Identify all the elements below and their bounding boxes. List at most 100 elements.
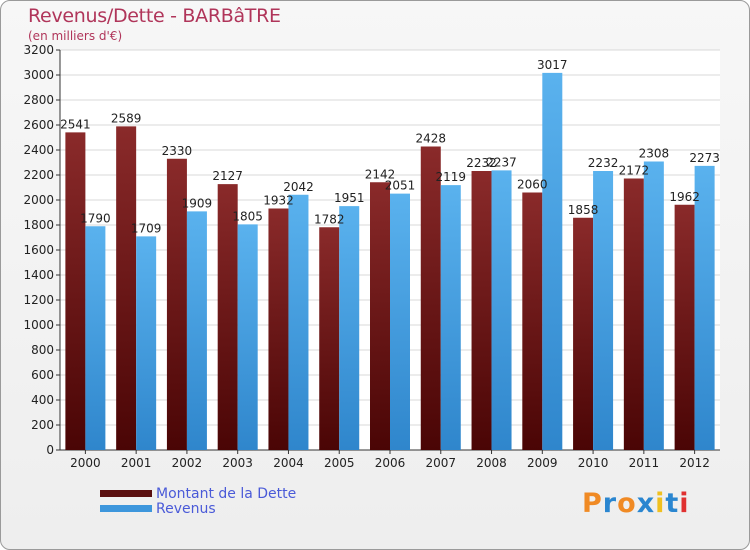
bar-revenue-label: 2308 [639,147,670,161]
x-tick-label: 2004 [273,456,304,470]
y-tick-label: 2600 [23,118,54,132]
legend-item-revenue: Revenus [100,500,296,517]
bar-debt [116,126,137,450]
x-tick-label: 2003 [222,456,253,470]
bar-debt [623,178,644,450]
bar-debt-label: 2541 [60,117,91,131]
bar-debt-label: 2172 [619,164,650,178]
bar-revenue-label: 1709 [131,221,162,235]
x-tick-label: 2010 [578,456,609,470]
bar-debt-label: 2428 [415,132,446,146]
y-tick-label: 1800 [23,218,54,232]
bar-debt [370,182,390,450]
x-tick-label: 2006 [375,456,406,470]
bar-debt [522,192,543,450]
y-tick-label: 2200 [23,168,54,182]
y-tick-label: 2800 [23,93,54,107]
bar-revenue [390,193,410,450]
x-tick-label: 2005 [324,456,355,470]
chart-subtitle: (en milliers d'€) [28,29,123,43]
bar-revenue-label: 2119 [435,170,466,184]
logo-letter: P [582,488,603,519]
bar-debt-label: 1932 [263,194,294,208]
bar-debt-label: 2232 [466,156,497,170]
x-tick-label: 2007 [425,456,456,470]
bar-revenue-label: 1790 [80,211,111,225]
logo-letter: x [636,488,656,519]
y-tick-label: 3200 [23,43,54,57]
bar-revenue-label: 1805 [232,209,263,223]
bar-debt [573,217,594,450]
chart-title: Revenus/Dette - BARBâTRE [28,5,281,27]
bar-debt [674,204,695,450]
x-tick-label: 2002 [172,456,203,470]
bar-revenue-label: 2273 [689,151,720,165]
bar-revenue [339,206,360,450]
logo-letter: i [679,488,690,519]
x-tick-label: 2000 [70,456,101,470]
bar-revenue-label: 1909 [182,196,213,210]
y-tick-label: 1400 [23,268,54,282]
bar-debt [420,146,441,450]
bar-revenue-label: 1951 [334,191,365,205]
bar-revenue-label: 2237 [486,155,517,169]
y-tick-label: 1600 [23,243,54,257]
bar-debt [471,171,492,450]
y-tick-label: 200 [31,418,54,432]
bar-revenue-label: 3017 [537,58,568,72]
bar-revenue [186,211,207,450]
bar-debt [268,208,289,450]
logo-letter: t [665,488,680,519]
y-tick-label: 0 [46,443,54,457]
y-tick-label: 3000 [23,68,54,82]
x-tick-label: 2001 [121,456,152,470]
bar-revenue [643,161,664,450]
legend-label-revenue: Revenus [156,500,216,517]
logo-letter: o [617,488,637,519]
x-tick-label: 2009 [527,456,558,470]
legend-label-debt: Montant de la Dette [156,485,297,502]
legend-item-debt: Montant de la Dette [100,485,297,502]
bar-revenue [237,224,258,450]
bar-debt [166,158,187,450]
bar-debt-label: 2589 [111,111,142,125]
logo-letter: r [602,488,618,519]
bar-debt-label: 1962 [669,190,700,204]
bar-debt-label: 1858 [568,203,599,217]
y-tick-label: 600 [31,368,54,382]
bar-revenue [542,72,563,450]
bar-revenue-label: 2232 [588,156,619,170]
bar-revenue [694,165,715,450]
bar-revenue [288,194,309,450]
bar-revenue-label: 2042 [283,180,314,194]
y-tick-label: 800 [31,343,54,357]
y-tick-label: 400 [31,393,54,407]
bar-revenue [440,185,461,450]
bar-debt [319,227,340,450]
proxiti-logo: Proxiti [582,488,690,519]
bar-debt-label: 1782 [314,212,345,226]
logo-letter: i [655,488,666,519]
bar-debt-label: 2060 [517,178,548,192]
legend-swatch-debt [100,490,152,497]
y-tick-label: 1000 [23,318,54,332]
legend: Montant de la Dette Revenus [100,485,297,517]
y-tick-label: 2400 [23,143,54,157]
bar-debt-label: 2127 [212,169,243,183]
bar-revenue [491,170,512,450]
bar-debt-label: 2330 [162,144,193,158]
bar-debt-label: 2142 [365,167,396,181]
bar-revenue [136,236,157,450]
x-tick-label: 2012 [679,456,710,470]
bar-debt [65,132,86,450]
bar-revenue [85,226,106,450]
x-tick-label: 2008 [476,456,507,470]
bar-debt [217,184,238,450]
y-tick-label: 2000 [23,193,54,207]
bar-revenue-label: 2051 [385,179,416,193]
x-tick-label: 2011 [629,456,660,470]
bar-revenue [593,171,614,450]
legend-swatch-revenue [100,505,152,512]
y-tick-label: 1200 [23,293,54,307]
